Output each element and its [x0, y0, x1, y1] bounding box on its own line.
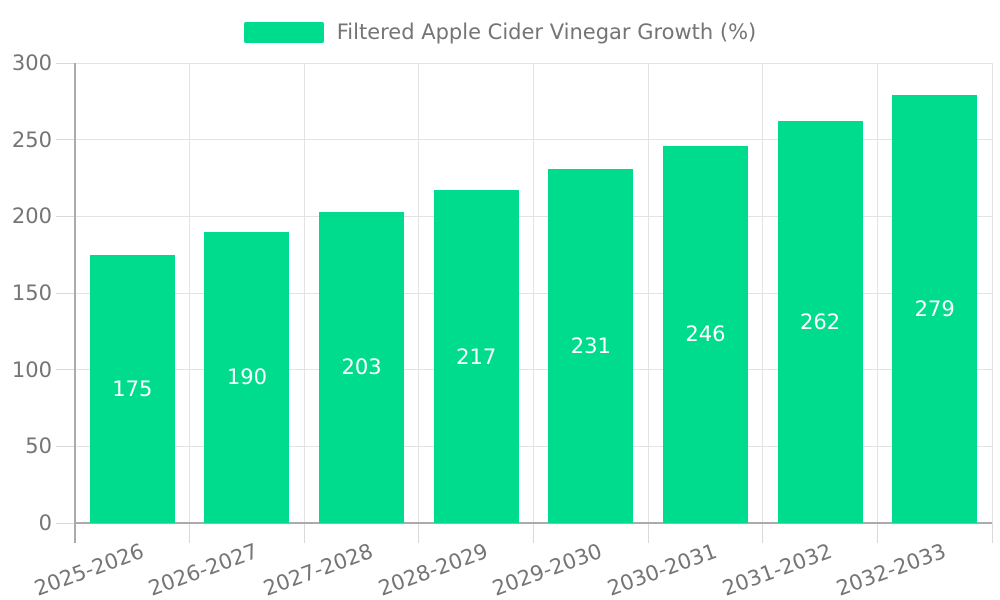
gridline-vertical: [762, 63, 764, 523]
x-axis-tick: [418, 523, 420, 543]
y-axis-tick-label: 200: [11, 204, 52, 229]
x-axis-tick-label: 2025-2026: [31, 538, 147, 600]
x-axis-tick: [876, 523, 878, 543]
bar-value-label: 279: [914, 297, 955, 322]
bar[interactable]: [89, 254, 175, 523]
gridline-vertical: [991, 63, 993, 523]
y-axis-tick: [56, 522, 75, 524]
legend[interactable]: Filtered Apple Cider Vinegar Growth (%): [0, 22, 1000, 43]
y-axis-tick-label: 0: [38, 511, 52, 535]
bar[interactable]: [777, 121, 863, 523]
bar-value-label: 190: [226, 365, 267, 390]
x-axis-tick-label: 2030-2031: [604, 538, 720, 600]
y-axis-tick: [56, 215, 75, 217]
y-axis-tick: [56, 292, 75, 294]
gridline-vertical: [189, 63, 191, 523]
x-axis-tick: [991, 523, 993, 543]
x-axis-tick: [303, 523, 305, 543]
x-axis-tick: [647, 523, 649, 543]
bar-value-label: 246: [685, 322, 726, 347]
x-axis-tick-label: 2028-2029: [374, 538, 491, 600]
x-axis-tick: [762, 523, 764, 543]
x-axis-tick-label: 2027-2028: [260, 538, 377, 600]
bar-value-label: 175: [112, 376, 153, 401]
y-axis-tick: [56, 369, 75, 371]
bar-value-label: 262: [800, 310, 841, 335]
legend-swatch-icon: [243, 22, 324, 43]
bar-value-label: 203: [341, 355, 382, 380]
y-axis-tick: [56, 445, 75, 447]
bar[interactable]: [662, 145, 748, 523]
x-axis-tick-label: 2029-2030: [489, 538, 606, 600]
gridline-vertical: [876, 63, 878, 523]
x-axis-tick: [533, 523, 534, 543]
y-axis-tick-label: 100: [11, 357, 52, 382]
y-axis-tick-label: 150: [11, 281, 52, 305]
gridline-vertical: [533, 63, 534, 523]
bar[interactable]: [433, 190, 519, 523]
bar-value-label: 217: [456, 344, 497, 369]
gridline-vertical: [647, 63, 649, 523]
y-axis-tick-label: 50: [25, 434, 52, 459]
bar[interactable]: [204, 231, 290, 523]
x-axis-tick: [189, 523, 191, 543]
x-axis-tick-label: 2026-2027: [145, 538, 262, 600]
bar[interactable]: [892, 95, 978, 523]
gridline-vertical: [303, 63, 305, 523]
y-axis-tick: [56, 139, 75, 141]
gridline-vertical: [418, 63, 420, 523]
bar[interactable]: [548, 168, 634, 523]
y-axis-tick-label: 250: [11, 127, 52, 152]
legend-label: Filtered Apple Cider Vinegar Growth (%): [336, 20, 757, 44]
y-axis-line: [74, 63, 76, 543]
x-axis-line: [75, 522, 992, 524]
x-axis-tick-label: 2031-2032: [718, 538, 835, 600]
y-axis-tick-label: 300: [11, 51, 52, 75]
bar[interactable]: [319, 211, 405, 523]
y-axis-tick: [56, 62, 75, 64]
x-axis-tick-label: 2032-2033: [833, 538, 950, 600]
bar-value-label: 231: [570, 333, 611, 358]
